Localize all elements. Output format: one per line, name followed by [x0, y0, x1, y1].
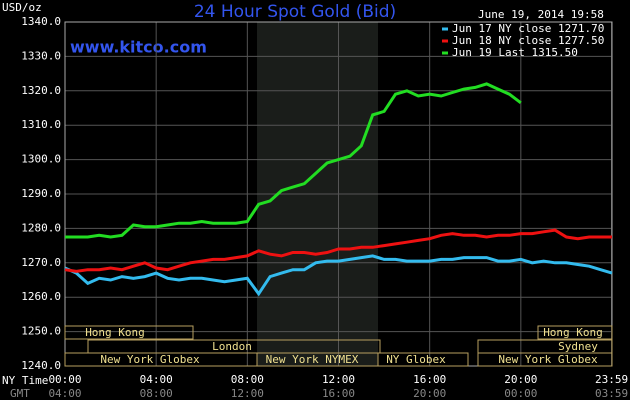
session-label: London	[212, 340, 252, 353]
x-tick-label: 16:00	[413, 373, 446, 386]
legend-swatch	[442, 39, 448, 43]
x-tick-label: 08:00	[231, 373, 264, 386]
session-label: Sydney	[558, 340, 598, 353]
x-tick-label: 12:00	[322, 373, 355, 386]
y-tick-label: 1340.0	[21, 15, 61, 28]
chart-title: 24 Hour Spot Gold (Bid)	[194, 2, 396, 22]
x2-tick-label: 08:00	[140, 387, 173, 400]
y-tick-label: 1240.0	[21, 359, 61, 372]
session-box	[64, 325, 194, 340]
legend-swatch	[442, 51, 448, 55]
watermark: www.kitco.com	[70, 38, 207, 57]
y-tick-label: 1290.0	[21, 187, 61, 200]
session-box	[477, 352, 613, 367]
legend-label: Jun 17 NY close 1271.70	[452, 22, 604, 35]
session-label: Hong Kong	[85, 326, 145, 339]
x2-tick-label: 00:00	[504, 387, 537, 400]
y-tick-label: 1280.0	[21, 221, 61, 234]
x2-tick-label: 12:00	[231, 387, 264, 400]
y-tick-label: 1310.0	[21, 118, 61, 131]
y-tick-label: 1260.0	[21, 290, 61, 303]
y-tick-label: 1300.0	[21, 153, 61, 166]
price-line	[64, 228, 612, 273]
y-tick-label: 1250.0	[21, 325, 61, 338]
x2-tick-label: 03:59	[595, 387, 628, 400]
legend-label: Jun 18 NY close 1277.50	[452, 34, 604, 47]
timestamp: June 19, 2014 19:58	[478, 8, 604, 21]
x-tick-label: 00:00	[48, 373, 81, 386]
x-tick-label: 04:00	[140, 373, 173, 386]
price-line	[65, 82, 522, 239]
x2-axis-label: GMT	[10, 387, 30, 400]
session-label: Hong Kong	[543, 326, 603, 339]
y-tick-label: 1270.0	[21, 256, 61, 269]
x2-tick-label: 04:00	[48, 387, 81, 400]
price-line	[64, 254, 613, 297]
legend-label: Jun 19 Last 1315.50	[452, 46, 578, 59]
y-axis-label: USD/oz	[2, 1, 42, 14]
x2-tick-label: 16:00	[322, 387, 355, 400]
session-box	[537, 325, 613, 340]
x-tick-label: 20:00	[504, 373, 537, 386]
session-label: New York NYMEX	[266, 353, 359, 366]
x-axis-label: NY Time	[2, 374, 48, 387]
session-label: NY Globex	[386, 353, 446, 366]
session-label: New York Globex	[498, 353, 598, 366]
x2-tick-label: 20:00	[413, 387, 446, 400]
session-box	[377, 352, 469, 367]
y-tick-label: 1320.0	[21, 84, 61, 97]
x-tick-label: 23:59	[595, 373, 628, 386]
session-label: New York Globex	[100, 353, 200, 366]
legend-swatch	[442, 27, 448, 31]
y-tick-label: 1330.0	[21, 49, 61, 62]
